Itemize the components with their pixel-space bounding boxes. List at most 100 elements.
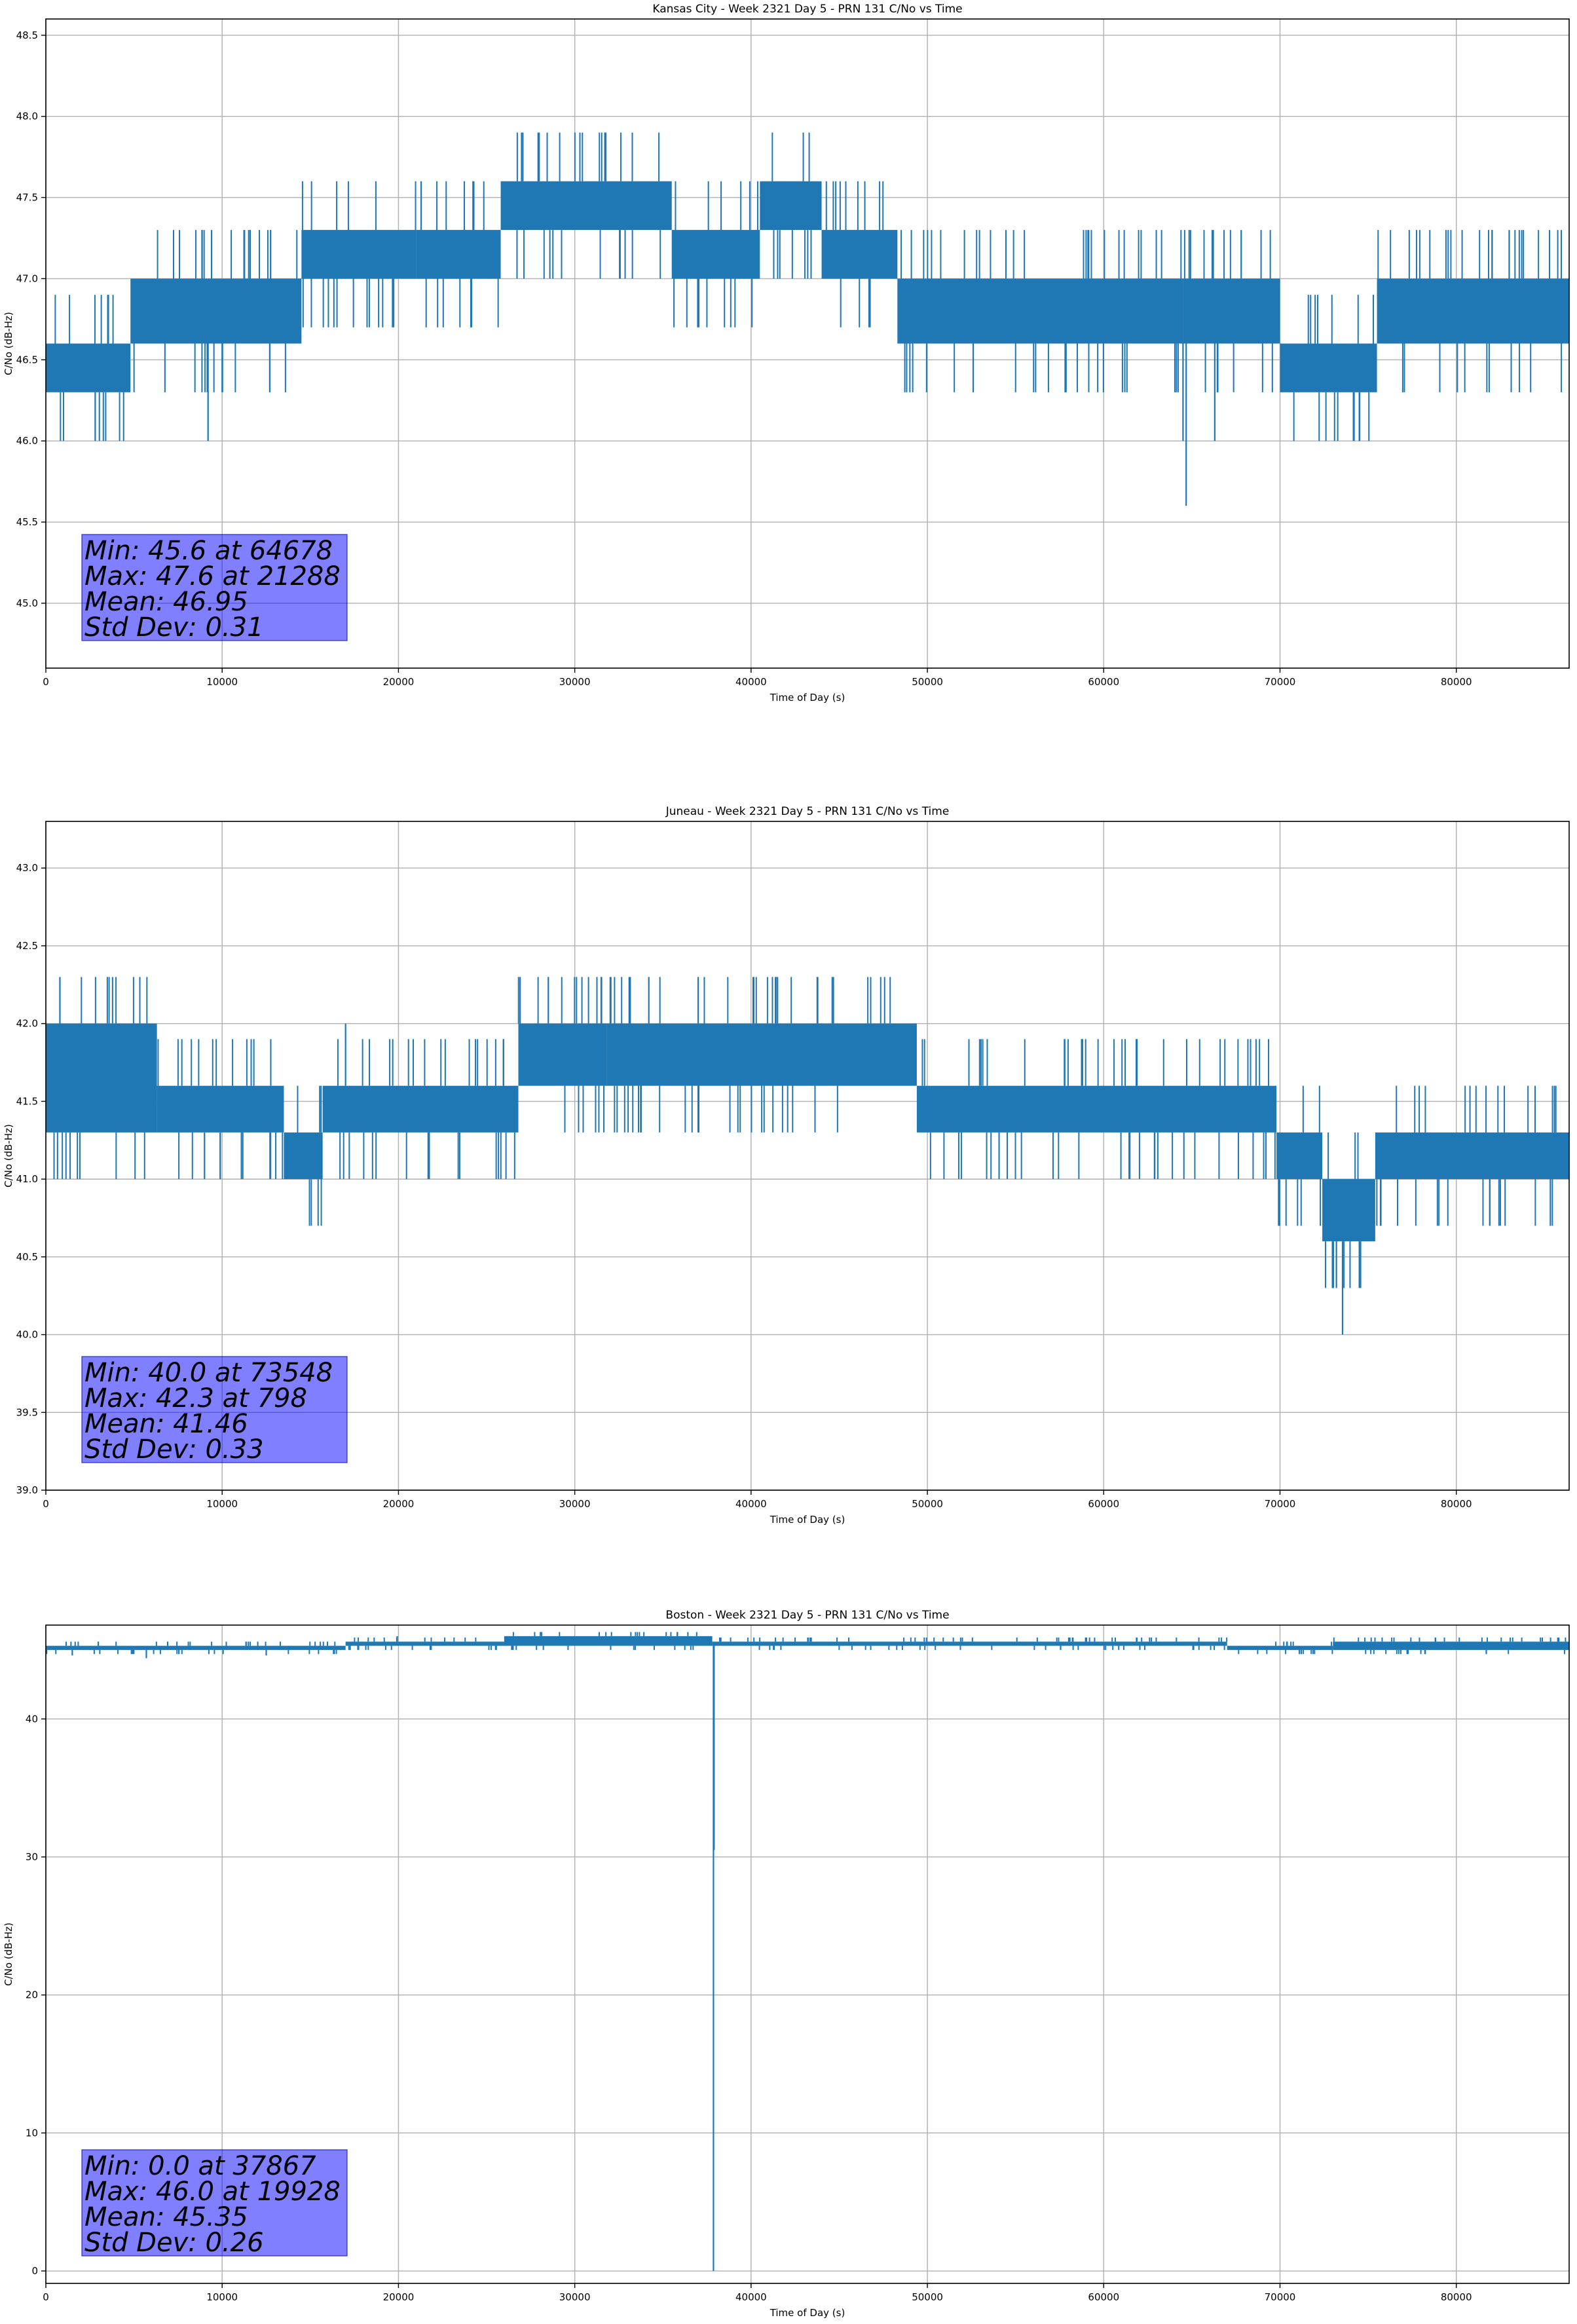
x-tick-label: 30000: [559, 1498, 591, 1510]
band-segment: [916, 1085, 1277, 1133]
y-tick-label: 10: [26, 2127, 38, 2139]
stats-line: Mean: 46.95: [84, 587, 248, 617]
x-axis-label: Time of Day (s): [770, 692, 845, 703]
chart-title: Boston - Week 2321 Day 5 - PRN 131 C/No …: [665, 1609, 949, 1622]
band-segment: [46, 1645, 346, 1650]
band-segment: [130, 278, 302, 344]
y-tick-label: 46.0: [16, 435, 38, 447]
x-tick-label: 80000: [1441, 1498, 1472, 1510]
band-segment: [46, 1023, 157, 1133]
x-tick-label: 50000: [912, 676, 943, 688]
y-tick-label: 48.0: [16, 111, 38, 122]
x-tick-label: 50000: [912, 2291, 943, 2303]
x-tick-label: 70000: [1265, 676, 1296, 688]
y-tick-label: 40: [26, 1713, 38, 1725]
chart-title: Juneau - Week 2321 Day 5 - PRN 131 C/No …: [665, 805, 950, 818]
band-segment: [500, 181, 672, 231]
x-tick-label: 0: [43, 1498, 49, 1510]
y-tick-label: 42.0: [16, 1018, 38, 1030]
stats-line: Min: 40.0 at 73548: [84, 1358, 333, 1388]
chart-panel: 0 10000 20000 30000 40000 50000 60000 70000 8000…: [3, 805, 1570, 1526]
band-segment: [504, 1636, 713, 1646]
band-segment: [1280, 343, 1377, 392]
y-axis-label: C/No (dB-Hz): [3, 1124, 14, 1188]
y-tick-label: 47.0: [16, 272, 38, 284]
band-segment: [1227, 1645, 1333, 1650]
y-tick-label: 0: [31, 2265, 38, 2277]
stats-line: Max: 47.6 at 21288: [84, 561, 341, 591]
stats-line: Mean: 41.46: [84, 1409, 248, 1439]
stats-line: Mean: 45.35: [84, 2202, 248, 2232]
x-tick-label: 10000: [206, 676, 238, 688]
stats-line: Max: 46.0 at 19928: [84, 2177, 341, 2207]
chart-panel: 0 10000 20000 30000 40000 50000 60000 70000 8000…: [3, 1609, 1570, 2319]
stats-line: Min: 45.6 at 64678: [84, 536, 333, 566]
band-segment: [518, 1023, 607, 1086]
x-tick-label: 20000: [383, 676, 415, 688]
stats-line: Min: 0.0 at 37867: [84, 2151, 316, 2181]
band-segment: [345, 1641, 504, 1646]
x-tick-label: 60000: [1088, 2291, 1119, 2303]
y-axis-label: C/No (dB-Hz): [3, 1922, 14, 1986]
x-tick-label: 10000: [206, 2291, 238, 2303]
x-tick-label: 20000: [383, 1498, 415, 1510]
y-tick-label: 30: [26, 1851, 38, 1863]
y-tick-label: 40.5: [16, 1251, 38, 1263]
y-tick-label: 43.0: [16, 862, 38, 874]
x-tick-label: 60000: [1088, 1498, 1119, 1510]
x-tick-label: 40000: [735, 2291, 767, 2303]
band-segment: [821, 230, 898, 279]
band-segment: [671, 230, 760, 279]
x-tick-label: 30000: [559, 2291, 591, 2303]
y-tick-label: 39.0: [16, 1484, 38, 1496]
x-tick-label: 60000: [1088, 676, 1119, 688]
stats-line: Max: 42.3 at 798: [84, 1383, 307, 1414]
y-tick-label: 42.5: [16, 940, 38, 952]
band-segment: [1377, 278, 1569, 344]
x-tick-label: 20000: [383, 2291, 415, 2303]
y-tick-label: 47.5: [16, 192, 38, 204]
y-tick-label: 45.0: [16, 597, 38, 609]
x-tick-label: 40000: [735, 676, 767, 688]
band-segment: [1322, 1179, 1375, 1242]
x-tick-label: 0: [43, 676, 49, 688]
band-segment: [760, 181, 822, 231]
axes-frame: [45, 1624, 1570, 2284]
x-axis-label: Time of Day (s): [770, 1514, 845, 1526]
x-tick-label: 70000: [1265, 2291, 1296, 2303]
data-series: [46, 1632, 1569, 2272]
band-segment: [157, 1085, 284, 1133]
band-segment: [416, 230, 501, 279]
band-segment: [284, 1132, 323, 1180]
band-segment: [46, 343, 131, 392]
stats-box: [81, 1356, 348, 1463]
data-series: [46, 132, 1569, 506]
y-tick-label: 41.0: [16, 1173, 38, 1185]
band-segment: [1375, 1132, 1569, 1180]
stats-box: [81, 2149, 348, 2257]
band-segment: [606, 1023, 917, 1086]
y-tick-label: 41.5: [16, 1095, 38, 1107]
x-tick-label: 80000: [1441, 676, 1472, 688]
stats-line: Std Dev: 0.31: [84, 612, 264, 643]
x-tick-label: 80000: [1441, 2291, 1472, 2303]
band-segment: [1183, 278, 1280, 344]
band-segment: [712, 1641, 1227, 1646]
x-tick-label: 40000: [735, 1498, 767, 1510]
x-tick-label: 10000: [206, 1498, 238, 1510]
axes-frame: [45, 821, 1570, 1491]
band-segment: [322, 1085, 519, 1133]
axes-frame: [45, 18, 1570, 669]
y-tick-label: 48.5: [16, 29, 38, 41]
band-segment: [897, 278, 1183, 344]
y-tick-label: 20: [26, 1989, 38, 2001]
y-tick-label: 45.5: [16, 516, 38, 528]
stats-box: [81, 534, 348, 641]
y-tick-label: 40.0: [16, 1329, 38, 1341]
band-segment: [1276, 1132, 1323, 1180]
y-axis-label: C/No (dB-Hz): [3, 312, 14, 375]
data-series: [46, 977, 1569, 1335]
x-tick-label: 30000: [559, 676, 591, 688]
x-tick-label: 70000: [1265, 1498, 1296, 1510]
